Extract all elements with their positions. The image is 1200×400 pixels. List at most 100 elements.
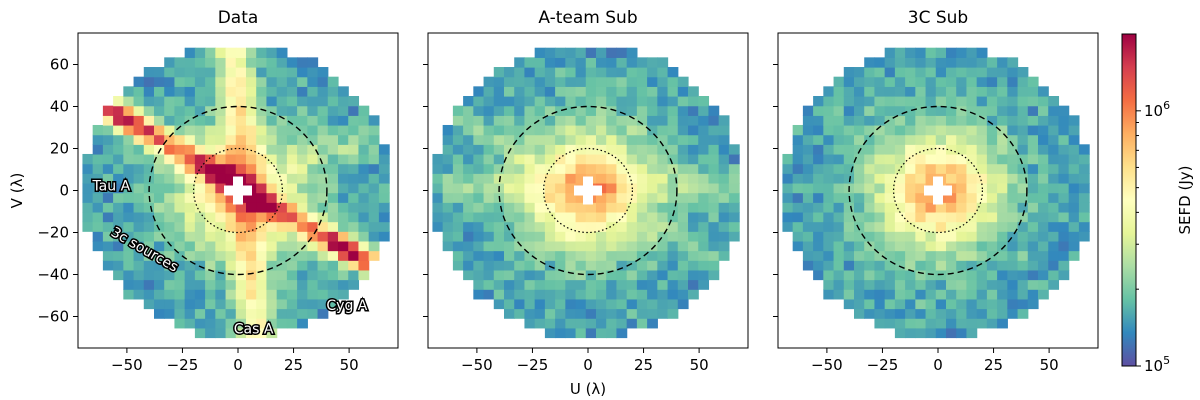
heatmap-cell	[215, 173, 227, 184]
heatmap-cell	[266, 153, 278, 165]
heatmap-cell	[636, 173, 648, 184]
heatmap-cell	[636, 192, 648, 203]
heatmap-cells	[432, 47, 740, 339]
heatmap-cell	[874, 231, 886, 242]
heatmap-cell	[317, 269, 329, 281]
heatmap-cell	[544, 96, 556, 107]
heatmap-cell	[884, 211, 896, 223]
heatmap-cell	[894, 231, 906, 242]
heatmap-cell	[946, 318, 957, 329]
heatmap-cell	[884, 76, 896, 87]
heatmap-cell	[956, 57, 968, 68]
heatmap-cell	[286, 124, 298, 136]
heatmap-cell	[246, 327, 257, 339]
heatmap-cell	[235, 211, 247, 223]
heatmap-cell	[297, 163, 308, 174]
heatmap-cell	[297, 76, 308, 87]
heatmap-cell	[626, 308, 638, 319]
heatmap-cell	[378, 144, 390, 155]
heatmap-cell	[246, 250, 257, 261]
heatmap-cell	[565, 124, 577, 136]
heatmap-cell	[585, 240, 597, 252]
heatmap-cell	[442, 240, 454, 252]
heatmap-cell	[626, 134, 638, 145]
heatmap-cell	[657, 298, 669, 310]
heatmap-cell	[698, 240, 710, 252]
heatmap-cell	[956, 86, 968, 97]
heatmap-cell	[544, 124, 556, 136]
heatmap-cell	[1068, 250, 1080, 261]
heatmap-cell	[194, 76, 206, 87]
heatmap-cell	[493, 221, 505, 232]
heatmap-cell	[565, 57, 577, 68]
heatmap-cell	[555, 298, 566, 310]
heatmap-cell	[596, 144, 607, 155]
heatmap-cell	[327, 211, 339, 223]
heatmap-cell	[966, 86, 978, 97]
heatmap-cell	[504, 173, 515, 184]
heatmap-cell	[565, 308, 577, 319]
heatmap-cell	[905, 269, 916, 281]
heatmap-cell	[1058, 182, 1070, 194]
heatmap-cell	[802, 182, 814, 194]
heatmap-cell	[874, 202, 886, 213]
heatmap-cell	[317, 96, 329, 107]
heatmap-cell	[864, 202, 876, 213]
heatmap-cell	[565, 153, 577, 165]
heatmap-cell	[894, 47, 906, 58]
heatmap-cell	[698, 115, 710, 126]
heatmap-cell	[1007, 96, 1019, 107]
heatmap-cell	[833, 182, 845, 194]
heatmap-cell	[246, 86, 257, 97]
y-tick-label: 60	[50, 56, 69, 74]
heatmap-cell	[1068, 202, 1080, 213]
heatmap-cell	[452, 221, 464, 232]
heatmap-cell	[555, 153, 566, 165]
heatmap-cell	[205, 289, 216, 300]
heatmap-cell	[154, 76, 165, 87]
heatmap-cell	[235, 144, 247, 155]
heatmap-cell	[966, 269, 978, 281]
heatmap-cell	[143, 231, 155, 242]
heatmap-cell	[718, 163, 730, 174]
heatmap-cell	[154, 250, 165, 261]
heatmap-cell	[307, 202, 319, 213]
heatmap-cell	[843, 279, 855, 290]
heatmap-cell	[113, 173, 124, 184]
heatmap-cell	[327, 134, 339, 145]
heatmap-cell	[946, 211, 957, 223]
heatmap-cell	[698, 134, 710, 145]
heatmap-cell	[986, 163, 998, 174]
heatmap-cell	[215, 182, 227, 194]
heatmap-cell	[266, 173, 278, 184]
heatmap-cell	[854, 144, 865, 155]
heatmap-cell	[164, 192, 176, 203]
heatmap-cell	[986, 240, 998, 252]
heatmap-cell	[194, 192, 206, 203]
heatmap-cell	[636, 124, 648, 136]
heatmap-cell	[677, 298, 689, 310]
heatmap-cell	[956, 47, 968, 58]
heatmap-cell	[143, 250, 155, 261]
heatmap-cell	[1038, 250, 1049, 261]
heatmap-cell	[698, 96, 710, 107]
heatmap-cell	[286, 134, 298, 145]
heatmap-cell	[504, 115, 515, 126]
heatmap-cell	[1048, 250, 1060, 261]
heatmap-cell	[327, 86, 339, 97]
heatmap-cell	[606, 211, 618, 223]
heatmap-cell	[708, 115, 720, 126]
heatmap-cell	[358, 202, 370, 213]
heatmap-cell	[997, 96, 1008, 107]
heatmap-cell	[884, 163, 896, 174]
heatmap-cell	[874, 308, 886, 319]
heatmap-cell	[986, 250, 998, 261]
heatmap-cell	[718, 231, 730, 242]
heatmap-cell	[565, 327, 577, 339]
heatmap-cell	[194, 279, 206, 290]
heatmap-cell	[368, 202, 380, 213]
heatmap-cell	[813, 211, 824, 223]
heatmap-cell	[266, 47, 278, 58]
heatmap-cell	[463, 115, 474, 126]
heatmap-cell	[986, 115, 998, 126]
